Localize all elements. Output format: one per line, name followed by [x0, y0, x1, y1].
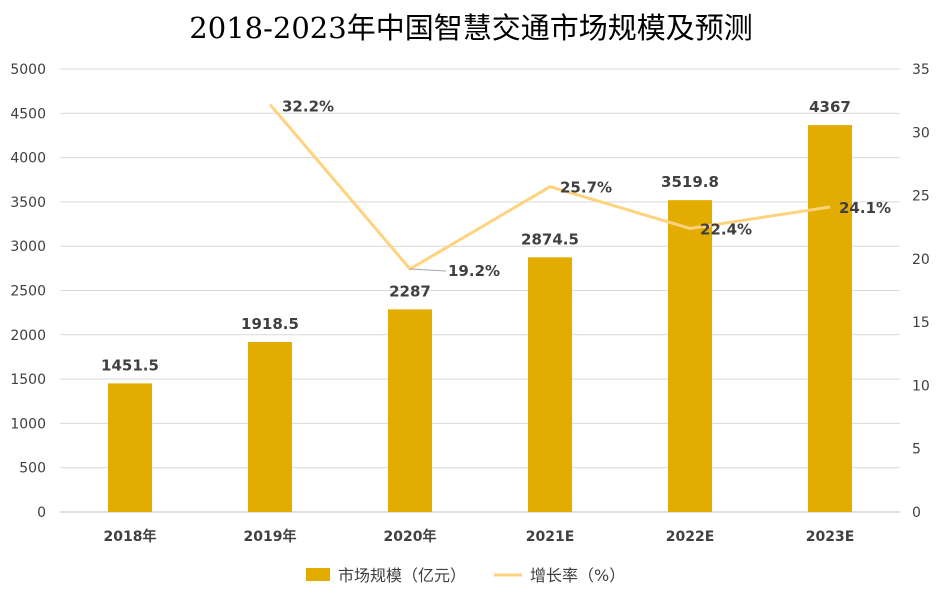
y-left-tick-label: 1000: [10, 416, 46, 432]
x-tick-label: 2020年: [384, 528, 437, 545]
x-tick-label: 2022E: [666, 529, 715, 545]
legend-label-growth-rate: 增长率（%）: [530, 566, 625, 585]
bar-data-label: 4367: [809, 98, 851, 116]
y-right-tick-label: 5: [912, 442, 921, 458]
bar-series: [108, 125, 852, 512]
x-tick-label: 2021E: [526, 529, 575, 545]
bar-data-label: 3519.8: [661, 173, 719, 191]
legend-label-market-size: 市场规模（亿元）: [338, 566, 466, 585]
bar: [528, 257, 572, 512]
y-right-tick-label: 15: [912, 315, 930, 331]
y-right-tick-label: 35: [912, 62, 930, 78]
line-data-label: 19.2%: [448, 262, 500, 280]
line-data-label: 22.4%: [700, 220, 752, 238]
bar-data-label: 1451.5: [101, 356, 159, 374]
x-tick-label: 2023E: [806, 529, 855, 545]
bar: [668, 200, 712, 512]
y-left-tick-label: 0: [37, 505, 46, 521]
bar-data-label: 2874.5: [521, 230, 579, 248]
y-left-tick-label: 3000: [10, 239, 46, 255]
y-left-tick-label: 4500: [10, 106, 46, 122]
bar: [808, 125, 852, 512]
legend-swatch-market-size: [306, 568, 330, 581]
y-left-tick-label: 4000: [10, 151, 46, 167]
y-left-tick-label: 2000: [10, 328, 46, 344]
leader-line: [409, 268, 447, 272]
y-right-tick-label: 0: [912, 505, 921, 521]
legend: 市场规模（亿元） 增长率（%）: [306, 566, 625, 585]
y-left-tick-label: 2500: [10, 284, 46, 300]
data-labels: 1451.5 1918.5 2287 2874.5 3519.8 4367 32.2% 19.…: [101, 97, 891, 374]
y-right-tick-label: 10: [912, 378, 930, 394]
line-data-label: 25.7%: [560, 179, 612, 197]
y-right-tick-label: 20: [912, 252, 930, 268]
y-right-tick-label: 25: [912, 189, 930, 205]
line-series: [268, 103, 831, 271]
chart-title: 2018-2023年中国智慧交通市场规模及预测: [189, 11, 752, 45]
y-right-tick-label: 30: [912, 125, 930, 141]
gridlines: [60, 68, 900, 469]
y-left-tick-label: 3500: [10, 195, 46, 211]
line-data-label: 32.2%: [282, 97, 334, 115]
x-tick-label: 2018年: [104, 528, 157, 545]
bar: [388, 309, 432, 512]
y-left-tick-label: 500: [19, 461, 46, 477]
axes: 0 500 1000 1500 2000 2500 3000 3500 4000 4500 5000…: [10, 62, 929, 545]
bar: [248, 342, 292, 512]
bar-data-label: 1918.5: [241, 315, 299, 333]
y-left-tick-label: 1500: [10, 372, 46, 388]
line-data-label: 24.1%: [839, 199, 891, 217]
bar-data-label: 2287: [389, 282, 431, 300]
bar: [108, 383, 152, 512]
growth-line: [268, 103, 831, 271]
y-left-tick-label: 5000: [10, 62, 46, 78]
x-tick-label: 2019年: [244, 528, 297, 545]
